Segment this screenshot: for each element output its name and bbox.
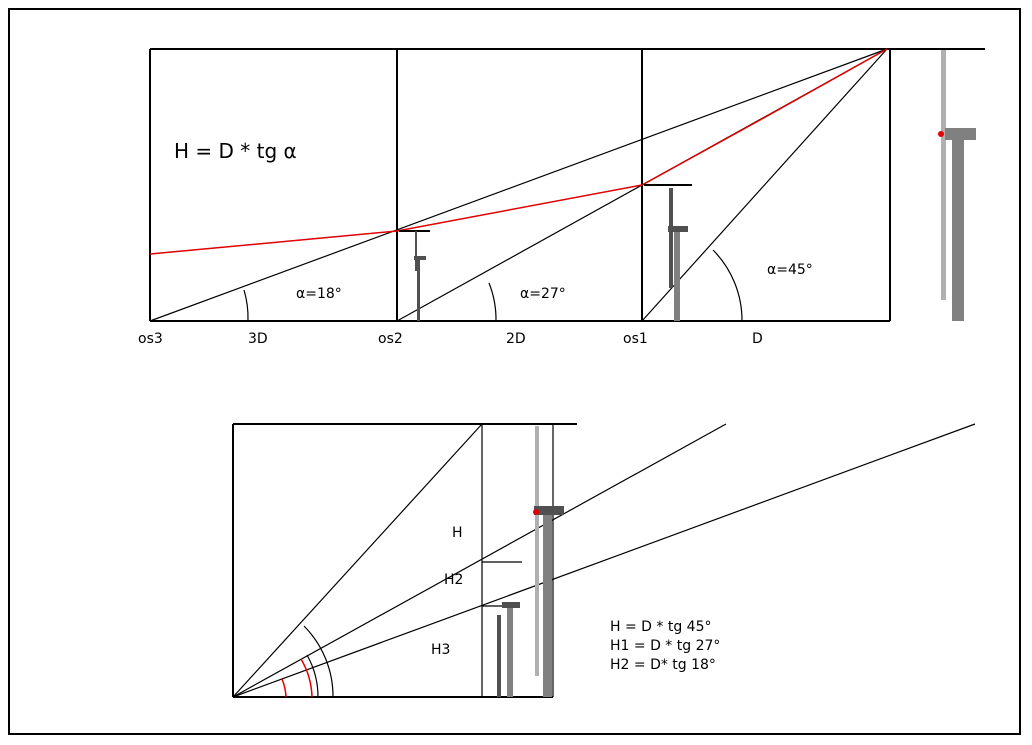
turbine-os1 xyxy=(644,184,692,321)
angle-label-18: α=18° xyxy=(296,286,342,302)
bottom-arc-27 xyxy=(306,654,319,698)
turbine-main xyxy=(938,50,976,321)
angle-arc-18 xyxy=(243,289,249,322)
distance-label-d: D xyxy=(752,331,763,347)
formula-h1: H1 = D * tg 27° xyxy=(610,638,720,654)
diagram-frame xyxy=(8,8,1021,735)
bottom-diagram: H H2 H3 H = D * tg 45° H1 = D * tg 27° H… xyxy=(232,423,976,698)
angle-arc-27 xyxy=(488,282,497,322)
bottom-sight-18 xyxy=(232,423,976,698)
bottom-arc-45 xyxy=(303,625,334,698)
height-label-h2: H2 xyxy=(444,572,463,588)
formula-main: H = D * tg α xyxy=(174,139,297,163)
sight-line-18 xyxy=(149,48,888,322)
angle-label-45: α=45° xyxy=(767,262,813,278)
hub-marker xyxy=(938,131,944,137)
position-label-os1: os1 xyxy=(623,331,648,347)
height-label-h3: H3 xyxy=(431,642,450,658)
distance-label-3d: 3D xyxy=(248,331,268,347)
bottom-hub-marker xyxy=(533,509,539,515)
position-label-os3: os3 xyxy=(138,331,163,347)
angle-arc-45 xyxy=(712,249,743,322)
formula-h: H = D * tg 45° xyxy=(610,619,711,635)
bottom-arc-27-red xyxy=(300,658,313,698)
bottom-turbine-small xyxy=(497,602,520,697)
bottom-turbine-big xyxy=(533,426,564,697)
height-label-h: H xyxy=(452,525,463,541)
sight-line-45 xyxy=(641,48,888,322)
bottom-sight-45 xyxy=(232,423,483,698)
top-diagram: H = D * tg α α=18° α=27° α=45° os3 3D os… xyxy=(138,48,985,347)
apparent-height-curve xyxy=(149,48,888,255)
angle-label-27: α=27° xyxy=(520,286,566,302)
formula-h2: H2 = D* tg 18° xyxy=(610,657,716,673)
bottom-arc-18-red xyxy=(281,678,287,698)
bottom-sight-27 xyxy=(232,423,727,698)
turbine-os2 xyxy=(399,230,430,321)
position-label-os2: os2 xyxy=(378,331,403,347)
distance-label-2d: 2D xyxy=(506,331,526,347)
